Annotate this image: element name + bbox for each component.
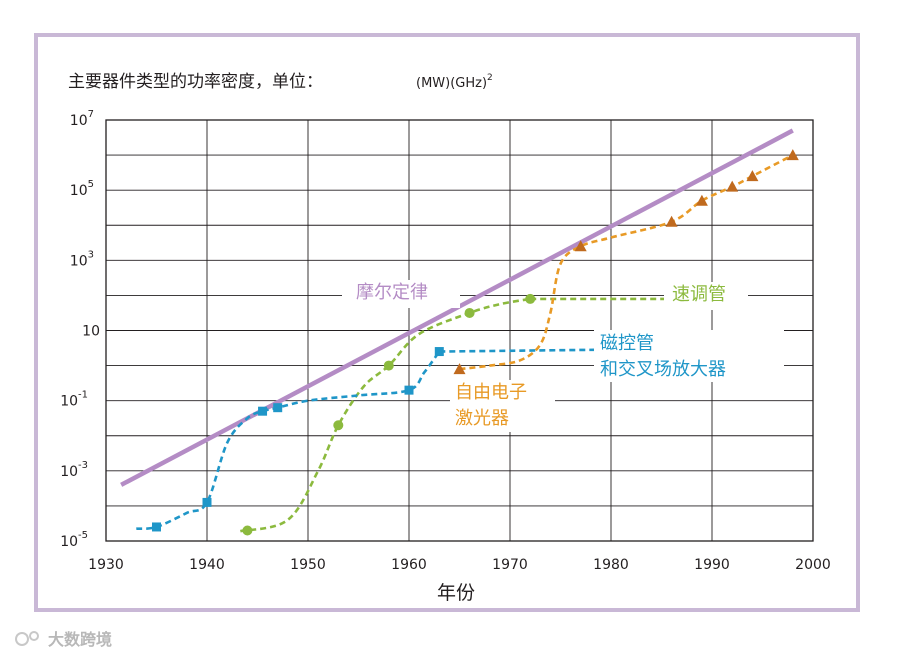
y-tick-label: 10-1	[60, 390, 88, 410]
fel-point	[574, 240, 587, 252]
klystron-point	[464, 307, 475, 318]
y-tick-exp: -1	[78, 390, 88, 401]
fel-point	[695, 194, 708, 206]
klystron-point	[383, 360, 394, 371]
magnetron-point	[258, 406, 268, 416]
magnetron-point	[404, 385, 414, 395]
watermark-logo	[15, 632, 29, 646]
y-tick-exp: 5	[88, 179, 94, 190]
y-tick-label: 103	[70, 249, 94, 269]
x-axis-label: 年份	[437, 582, 475, 604]
y-tick-exp: -5	[78, 530, 88, 541]
fel-point	[726, 180, 739, 192]
x-tick-label: 1950	[290, 557, 326, 573]
series-label: 激光器	[455, 408, 509, 429]
label-background	[342, 280, 460, 308]
magnetron-tail	[439, 348, 596, 353]
y-tick-label: 107	[70, 109, 94, 129]
y-tick-label: 10-3	[60, 460, 88, 480]
chart-unit: (MW)(GHz)2	[416, 73, 493, 91]
watermark: 大数跨境	[15, 630, 112, 649]
x-tick-label: 1960	[391, 557, 427, 573]
series-markers	[152, 149, 799, 536]
fel-point	[786, 149, 799, 161]
y-tick-base: 10	[60, 534, 78, 550]
y-tick-base: 10	[70, 253, 88, 269]
x-tick-label: 1940	[189, 557, 225, 573]
x-tick-label: 1930	[88, 557, 124, 573]
fel-point	[746, 170, 759, 182]
label-backgrounds	[342, 280, 784, 432]
y-tick-exp: -3	[78, 460, 88, 471]
y-tick-base: 10	[60, 464, 78, 480]
y-tick-base: 10	[82, 324, 100, 340]
klystron-point	[242, 525, 253, 536]
magnetron-point	[202, 497, 212, 507]
fel-point	[665, 215, 678, 227]
label-background	[664, 282, 748, 310]
label-background	[594, 330, 784, 382]
fel-point	[453, 363, 466, 375]
x-tick-label: 1970	[492, 557, 528, 573]
series-label: 和交叉场放大器	[600, 359, 726, 380]
magnetron-point	[434, 347, 444, 357]
x-tick-label: 1980	[593, 557, 629, 573]
klystron-point	[333, 420, 344, 431]
axis-ticks: 1930 1940 1950 1960 1970 1980 1990 200010710510…	[60, 109, 831, 573]
label-background	[450, 380, 555, 432]
y-tick-exp: 7	[88, 109, 94, 120]
x-tick-label: 1990	[694, 557, 730, 573]
y-tick-exp: 3	[88, 249, 94, 260]
magnetron-point	[152, 522, 161, 532]
chart-unit-base: (MW)(GHz)	[416, 76, 487, 91]
y-tick-base: 10	[70, 183, 88, 199]
y-tick-label: 10-5	[60, 530, 88, 550]
chart-frame	[34, 33, 860, 612]
magnetron-line	[136, 350, 441, 531]
magnetron-point	[273, 403, 283, 413]
klystron-line	[240, 297, 531, 533]
x-tick-label: 2000	[795, 557, 831, 573]
watermark-logo-dot	[29, 631, 39, 641]
klystron-point	[525, 293, 536, 304]
y-tick-label: 105	[70, 179, 94, 199]
plot-border	[105, 119, 814, 542]
series-label: 摩尔定律	[356, 282, 428, 303]
chart-unit-exp: 2	[487, 73, 493, 83]
chart-title: 主要器件类型的功率密度，单位：	[68, 72, 323, 92]
watermark-text: 大数跨境	[48, 630, 112, 649]
y-tick-label: 10	[82, 324, 100, 340]
series-label: 自由电子	[455, 382, 527, 403]
series-label: 速调管	[672, 284, 726, 305]
series-label: 磁控管	[600, 333, 654, 354]
y-tick-base: 10	[60, 394, 78, 410]
y-tick-base: 10	[70, 113, 88, 129]
